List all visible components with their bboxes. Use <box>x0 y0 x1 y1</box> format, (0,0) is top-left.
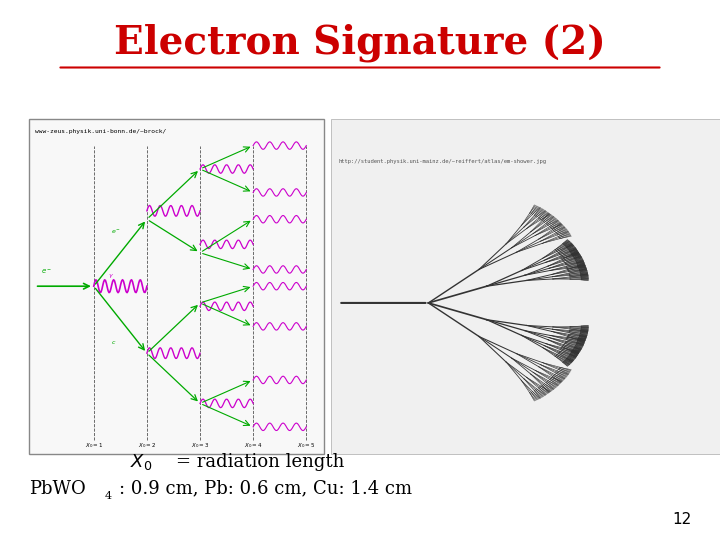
Text: Electron Signature (2): Electron Signature (2) <box>114 24 606 63</box>
FancyBboxPatch shape <box>331 119 720 454</box>
Text: $c$: $c$ <box>112 340 117 347</box>
Text: $X_0$: $X_0$ <box>130 451 152 472</box>
Text: $X_0=1$: $X_0=1$ <box>84 441 103 450</box>
Text: $\gamma$: $\gamma$ <box>109 272 114 280</box>
Text: = radiation length: = radiation length <box>176 453 345 471</box>
Text: 4: 4 <box>104 491 112 501</box>
FancyBboxPatch shape <box>29 119 324 454</box>
Text: $X_0=3$: $X_0=3$ <box>191 441 210 450</box>
Text: $e^-$: $e^-$ <box>112 228 122 236</box>
Text: $X_0=2$: $X_0=2$ <box>138 441 156 450</box>
Text: www-zeus.physik.uni-bonn.de/~brock/: www-zeus.physik.uni-bonn.de/~brock/ <box>35 129 166 134</box>
Text: http://student.physik.uni-mainz.de/~reiffert/atlas/em-shower.jpg: http://student.physik.uni-mainz.de/~reif… <box>338 159 546 164</box>
Text: $X_0=4$: $X_0=4$ <box>244 441 262 450</box>
Text: $X_0=5$: $X_0=5$ <box>297 441 315 450</box>
Text: 12: 12 <box>672 511 691 526</box>
Text: PbWO: PbWO <box>29 480 86 498</box>
Text: : 0.9 cm, Pb: 0.6 cm, Cu: 1.4 cm: : 0.9 cm, Pb: 0.6 cm, Cu: 1.4 cm <box>119 480 412 498</box>
Text: $e^-$: $e^-$ <box>40 267 52 276</box>
